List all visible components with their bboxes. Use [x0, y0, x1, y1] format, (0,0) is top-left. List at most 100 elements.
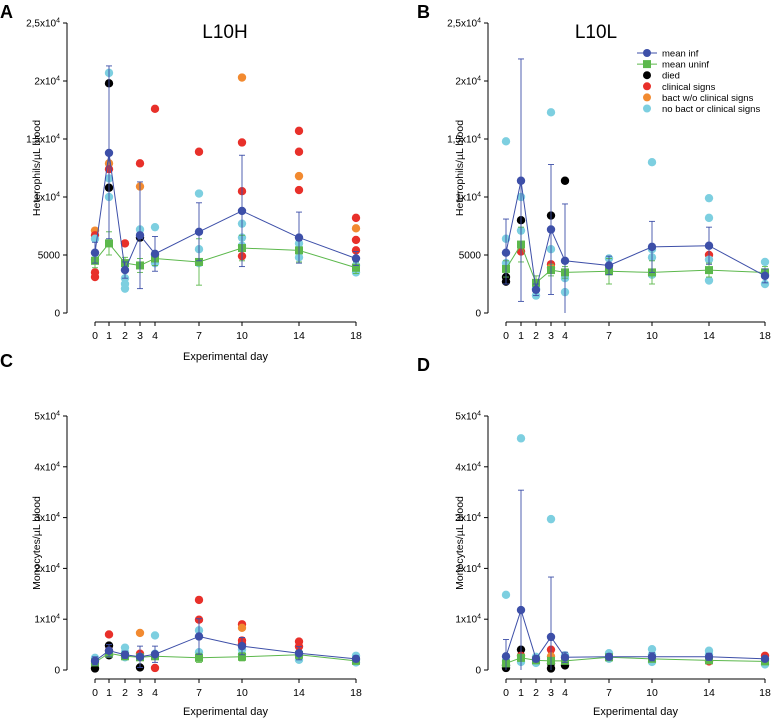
mean-inf-marker: [647, 652, 657, 661]
x-tick-label: 0: [92, 330, 98, 342]
data-point-none: [704, 193, 714, 203]
x-tick-label: 3: [548, 330, 554, 342]
y-tick-label-base: 1x10: [455, 193, 477, 204]
y-axis-label: Monocytes/µL blood: [31, 496, 43, 590]
mean-inf-marker: [237, 641, 247, 651]
y-tick-label: 0: [54, 309, 60, 320]
x-tick-label: 2: [533, 330, 539, 342]
mean-inf-marker: [294, 233, 304, 242]
x-tick-label: 7: [606, 687, 612, 699]
y-tick-label: 0: [475, 666, 481, 677]
mean-inf-marker: [516, 605, 526, 615]
y-tick-label-exponent: 4: [477, 411, 481, 418]
legend-marker: [643, 104, 651, 113]
mean-inf-marker: [647, 242, 657, 252]
mean-inf-marker: [150, 650, 160, 659]
data-point-bact: [294, 171, 304, 181]
y-tick-label-exponent: 4: [56, 411, 60, 418]
y-tick-label: 1,5x104: [447, 134, 481, 146]
y-tick-label-base: 5000: [459, 251, 482, 262]
legend-marker: [643, 82, 651, 91]
data-point-none: [546, 514, 556, 524]
x-tick-label: 18: [350, 330, 362, 342]
data-point-none: [760, 257, 770, 267]
y-tick-label-base: 5x10: [455, 412, 477, 423]
mean-inf-marker: [704, 241, 714, 250]
y-tick-label-base: 2x10: [455, 77, 477, 88]
mean-uninf-marker: [705, 266, 713, 275]
y-tick-label-base: 0: [475, 309, 481, 320]
data-point-clinical: [351, 213, 361, 223]
x-tick-label: 2: [533, 687, 539, 699]
y-tick-label: 2x104: [455, 76, 481, 88]
legend-label: mean inf: [662, 49, 699, 60]
y-tick-label-exponent: 4: [56, 76, 60, 83]
y-axis-label: Heterophils/µL blood: [454, 120, 466, 216]
mean-inf-series: [501, 489, 770, 670]
legend-item: clinical signs: [643, 82, 716, 93]
data-point-bact: [237, 73, 247, 82]
mean-inf-marker: [501, 652, 511, 661]
x-tick-label: 18: [759, 687, 771, 699]
data-point-died: [560, 176, 570, 185]
x-tick-label: 14: [293, 687, 305, 699]
mean-uninf-line: [94, 242, 357, 269]
mean-uninf-marker: [195, 653, 203, 662]
data-point-clinical: [294, 185, 304, 195]
y-tick-label: 1x104: [34, 614, 60, 626]
x-tick-label: 1: [518, 330, 524, 342]
x-tick-label: 1: [518, 687, 524, 699]
y-tick-label-base: 1,5x10: [26, 135, 56, 146]
data-point-clinical: [104, 630, 114, 639]
mean-inf-marker: [294, 649, 304, 658]
x-tick-label: 10: [236, 330, 248, 342]
y-tick-label: 1x104: [455, 614, 481, 626]
y-tick-label-base: 1x10: [34, 615, 56, 626]
mean-inf-marker: [546, 225, 556, 234]
chart-title: L10L: [575, 22, 617, 43]
y-tick-label: 3x104: [455, 512, 481, 524]
mean-uninf-marker: [238, 652, 246, 661]
panel-letter: A: [0, 2, 13, 22]
x-tick-label: 7: [196, 330, 202, 342]
x-tick-label: 10: [236, 687, 248, 699]
data-point-clinical: [237, 138, 247, 147]
y-tick-label-base: 3x10: [455, 513, 477, 524]
x-tick-label: 3: [137, 687, 143, 699]
y-tick-label-exponent: 4: [477, 18, 481, 25]
legend-item: died: [643, 71, 680, 82]
mean-inf-marker: [120, 650, 130, 659]
mean-inf-series: [501, 58, 770, 313]
mean-inf-marker: [150, 249, 160, 259]
data-point-none: [647, 158, 657, 167]
legend-item: bact w/o clinical signs: [643, 93, 754, 104]
y-tick-label-base: 4x10: [34, 462, 56, 473]
panel-letter: B: [417, 2, 430, 22]
legend-item: no bact or clinical signs: [643, 104, 760, 115]
mean-inf-marker: [120, 265, 130, 275]
data-point-none: [90, 234, 100, 243]
data-point-none: [501, 137, 511, 146]
y-tick-label-base: 5x10: [34, 412, 56, 423]
x-tick-label: 4: [562, 687, 568, 699]
y-tick-label: 4x104: [455, 461, 481, 473]
legend-marker: [643, 60, 651, 69]
mean-inf-marker: [90, 656, 100, 666]
mean-inf-marker: [104, 646, 114, 655]
y-tick-label: 1,5x104: [26, 134, 60, 146]
y-tick-label: 3x104: [34, 512, 60, 524]
x-tick-label: 4: [152, 330, 158, 342]
y-tick-label: 5x104: [455, 411, 481, 423]
mean-uninf-line: [505, 656, 766, 664]
y-tick-label: 5000: [459, 251, 482, 262]
y-tick-label: 0: [475, 309, 481, 320]
y-tick-label: 5000: [38, 251, 61, 262]
x-tick-label: 3: [137, 330, 143, 342]
mean-uninf-series: [502, 226, 769, 291]
y-tick-label: 0: [54, 666, 60, 677]
data-point-none: [704, 213, 714, 223]
